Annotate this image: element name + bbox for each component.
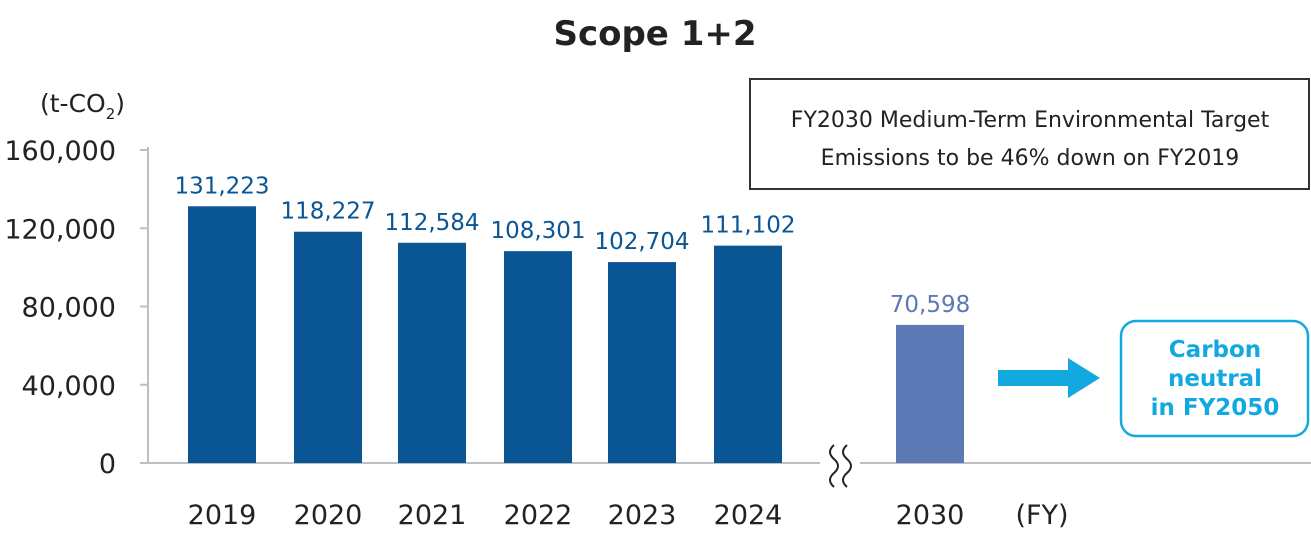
bar-2024 bbox=[714, 245, 782, 463]
value-label-2024: 111,102 bbox=[700, 213, 795, 239]
bar-series bbox=[188, 206, 964, 463]
y-axis-unit: (t-CO2) bbox=[40, 89, 125, 123]
bar-2022 bbox=[504, 251, 572, 463]
bar-2021 bbox=[398, 242, 466, 463]
bar-target-2030 bbox=[896, 324, 964, 463]
bar-2019 bbox=[188, 206, 256, 463]
value-label-2030: 70,598 bbox=[890, 292, 970, 318]
axis-break-mask bbox=[820, 452, 860, 476]
x-tick-label-2030: 2030 bbox=[896, 500, 965, 531]
y-axis-unit-subscript: 2 bbox=[106, 105, 116, 123]
callout-line-1: Carbon bbox=[1169, 337, 1261, 363]
y-axis-ticks: 0 40,000 80,000 120,000 160,000 bbox=[4, 136, 148, 480]
value-label-2023: 102,704 bbox=[594, 229, 689, 255]
x-axis-ticks: 2019 2020 2021 2022 2023 2024 2030 bbox=[188, 500, 965, 531]
carbon-neutral-callout bbox=[1119, 319, 1310, 438]
bar-2023 bbox=[608, 262, 676, 463]
y-tick-label: 160,000 bbox=[4, 136, 116, 167]
value-label-2019: 131,223 bbox=[174, 173, 269, 199]
y-tick-label: 120,000 bbox=[4, 214, 116, 245]
chart-title: Scope 1+2 bbox=[553, 14, 756, 54]
axis-break-left bbox=[829, 444, 839, 488]
x-tick-label-2021: 2021 bbox=[398, 500, 467, 531]
callout-line-2: neutral bbox=[1168, 366, 1262, 392]
y-axis-unit-close: ) bbox=[115, 89, 125, 118]
x-tick-label-2019: 2019 bbox=[188, 500, 257, 531]
value-labels: 131,223 118,227 112,584 108,301 102,704 111,1… bbox=[174, 173, 970, 318]
target-box-line2: Emissions to be 46% down on FY2019 bbox=[821, 146, 1240, 171]
x-tick-label-2023: 2023 bbox=[608, 500, 677, 531]
y-tick-label: 40,000 bbox=[22, 371, 116, 402]
bar-2020 bbox=[294, 231, 362, 463]
target-box bbox=[749, 78, 1310, 190]
target-box-line1: FY2030 Medium-Term Environmental Target bbox=[791, 108, 1270, 133]
value-label-2020: 118,227 bbox=[280, 199, 375, 225]
y-tick-label: 80,000 bbox=[22, 293, 116, 324]
x-tick-label-2020: 2020 bbox=[294, 500, 363, 531]
right-arrow-icon bbox=[998, 358, 1100, 398]
axis-break-right bbox=[842, 444, 852, 488]
value-label-2021: 112,584 bbox=[384, 210, 479, 236]
value-label-2022: 108,301 bbox=[490, 218, 585, 244]
x-tick-label-2022: 2022 bbox=[504, 500, 573, 531]
x-axis-label: (FY) bbox=[1015, 500, 1068, 531]
x-tick-label-2024: 2024 bbox=[714, 500, 783, 531]
y-axis-unit-main: (t-CO bbox=[40, 89, 106, 118]
callout-line-3: in FY2050 bbox=[1151, 395, 1280, 421]
y-tick-label: 0 bbox=[99, 449, 116, 480]
